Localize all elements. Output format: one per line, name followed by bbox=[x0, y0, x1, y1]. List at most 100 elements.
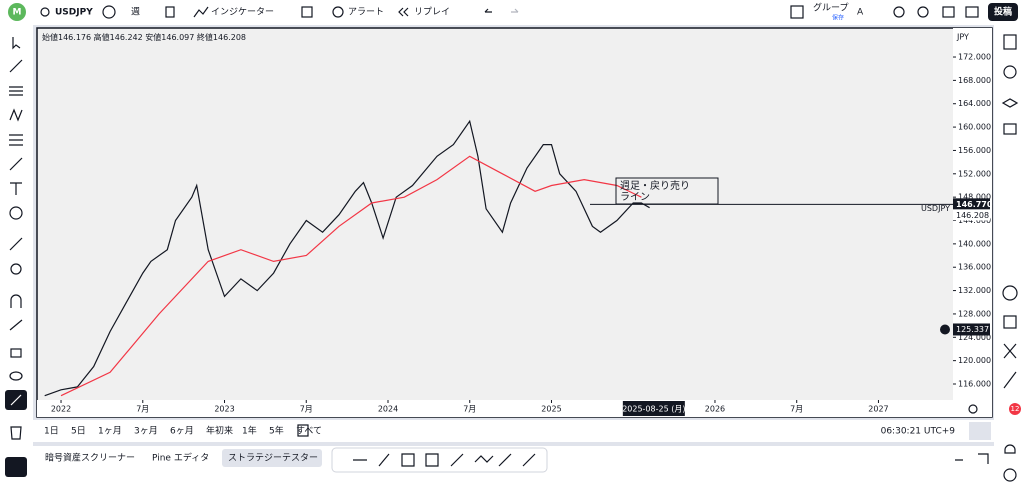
axis-settings[interactable] bbox=[968, 404, 978, 414]
y-tick-label: 172.000 bbox=[958, 53, 991, 62]
range-button[interactable]: 年初来 bbox=[206, 425, 233, 437]
tab[interactable]: ストラテジーテスター bbox=[228, 453, 318, 464]
open: 146.176 bbox=[58, 33, 91, 42]
chart-type[interactable] bbox=[165, 6, 175, 18]
y-tick-label: 124.000 bbox=[958, 333, 991, 342]
alert[interactable]: アラート bbox=[348, 7, 384, 18]
trend-line-tool[interactable] bbox=[9, 59, 23, 73]
currency[interactable]: JPY bbox=[956, 33, 969, 42]
avatar-letter: M bbox=[13, 8, 22, 18]
time-axis bbox=[37, 400, 992, 417]
range-button[interactable]: 1ヶ月 bbox=[98, 426, 122, 437]
help[interactable] bbox=[1003, 468, 1017, 482]
range-buttons: 1日 5日 1ヶ月 3ヶ月 6ヶ月 年初来 1年 5年 すべて bbox=[44, 425, 322, 437]
drawing-icons[interactable] bbox=[353, 453, 536, 467]
y-tick-label: 148.000 bbox=[958, 193, 991, 202]
pattern-tool[interactable] bbox=[9, 108, 23, 122]
magnet-tool[interactable] bbox=[10, 294, 22, 308]
layers[interactable] bbox=[1001, 98, 1019, 108]
fullscreen[interactable] bbox=[942, 6, 955, 18]
date-range[interactable] bbox=[297, 424, 309, 437]
panel-controls[interactable] bbox=[955, 453, 989, 464]
text-tool[interactable] bbox=[10, 182, 22, 195]
x-tick-label: 2022 bbox=[51, 405, 71, 414]
range-button[interactable]: 5日 bbox=[71, 426, 86, 437]
annotation-text: 週足・戻り売り bbox=[620, 179, 690, 192]
add-symbol[interactable] bbox=[102, 5, 116, 19]
y-tick-label: 116.000 bbox=[958, 380, 991, 389]
close: 146.208 bbox=[213, 33, 246, 42]
auto-scale[interactable] bbox=[969, 422, 991, 440]
range-button[interactable]: 1年 bbox=[242, 425, 257, 437]
cursor-date: 2025-08-25 (月) bbox=[622, 405, 685, 414]
layout-icon[interactable] bbox=[301, 6, 313, 18]
visibility-tool[interactable] bbox=[9, 371, 23, 381]
font-size[interactable]: A bbox=[857, 8, 864, 18]
lock-drawing[interactable] bbox=[9, 319, 23, 331]
x-tick-label: 7月 bbox=[136, 405, 149, 414]
tab[interactable]: 暗号資産スクリーナー bbox=[45, 452, 135, 464]
range-button[interactable]: 6ヶ月 bbox=[170, 426, 194, 437]
undo[interactable] bbox=[484, 8, 492, 13]
x-tick-label: 7月 bbox=[300, 405, 313, 414]
lock-tool[interactable] bbox=[10, 348, 22, 358]
interval[interactable]: 週 bbox=[131, 7, 140, 18]
last-price: 146.208 bbox=[956, 211, 989, 220]
calendar[interactable] bbox=[1003, 315, 1017, 329]
ruler-tool[interactable] bbox=[9, 237, 23, 251]
brush-tool[interactable] bbox=[9, 157, 23, 171]
range-button[interactable]: 1日 bbox=[44, 426, 59, 437]
chat[interactable] bbox=[1003, 123, 1017, 135]
chart-pane bbox=[36, 27, 993, 418]
watchlist[interactable] bbox=[1003, 34, 1017, 50]
x-tick-label: 2025 bbox=[541, 405, 561, 414]
avatar[interactable] bbox=[8, 3, 26, 21]
price-axis bbox=[953, 28, 992, 417]
settings[interactable] bbox=[917, 6, 929, 18]
watchlist-star[interactable] bbox=[5, 457, 27, 477]
range-button[interactable]: すべて bbox=[296, 426, 322, 437]
y-tick-label: 144.000 bbox=[958, 216, 991, 225]
streams[interactable] bbox=[1003, 371, 1017, 389]
alert-icon bbox=[332, 6, 344, 18]
y-tick-label: 132.000 bbox=[958, 286, 991, 295]
emoji-tool[interactable] bbox=[9, 206, 23, 220]
alerts[interactable] bbox=[1003, 65, 1017, 79]
indicators[interactable]: インジケーター bbox=[211, 7, 274, 18]
snapshot[interactable] bbox=[965, 6, 979, 18]
tab[interactable]: Pine エディタ bbox=[152, 452, 209, 464]
bell[interactable] bbox=[1004, 444, 1016, 454]
y-tick-label: 156.000 bbox=[958, 146, 991, 155]
zoom-tool[interactable] bbox=[10, 263, 22, 275]
drawing-tools bbox=[5, 37, 27, 477]
open-label: 始値 bbox=[42, 32, 58, 42]
forecast-tool[interactable] bbox=[9, 134, 23, 146]
notification-badge bbox=[1009, 403, 1021, 415]
low-label: 安値 bbox=[145, 32, 161, 42]
price-line bbox=[60, 155, 642, 397]
save[interactable]: 保存 bbox=[832, 14, 844, 22]
y-tick-label: 136.000 bbox=[958, 263, 991, 272]
y-tick-label: 164.000 bbox=[958, 99, 991, 108]
ideas[interactable] bbox=[1003, 343, 1017, 359]
quick-search[interactable] bbox=[893, 6, 905, 18]
left-toolbar bbox=[0, 25, 33, 490]
replay[interactable]: リプレイ bbox=[414, 7, 450, 18]
group[interactable]: グループ bbox=[813, 2, 848, 14]
tech-rating[interactable] bbox=[1002, 285, 1018, 301]
y-tick-label: 152.000 bbox=[958, 169, 991, 178]
range-button[interactable]: 5年 bbox=[269, 425, 284, 437]
y-tick-label: 120.000 bbox=[958, 356, 991, 365]
symbol[interactable]: USDJPY bbox=[55, 8, 93, 18]
range-button[interactable]: 3ヶ月 bbox=[134, 426, 158, 437]
layout-button[interactable] bbox=[790, 5, 804, 19]
post-button[interactable] bbox=[988, 3, 1018, 21]
cursor-tool[interactable] bbox=[12, 37, 21, 50]
fib-tool[interactable] bbox=[9, 86, 23, 96]
redo[interactable] bbox=[511, 8, 519, 13]
notification-count: 12 bbox=[1011, 405, 1020, 413]
cursor-date-box bbox=[622, 401, 685, 416]
search-icon[interactable] bbox=[40, 7, 50, 17]
add-alert[interactable] bbox=[940, 324, 950, 335]
trash-tool[interactable] bbox=[10, 426, 22, 440]
